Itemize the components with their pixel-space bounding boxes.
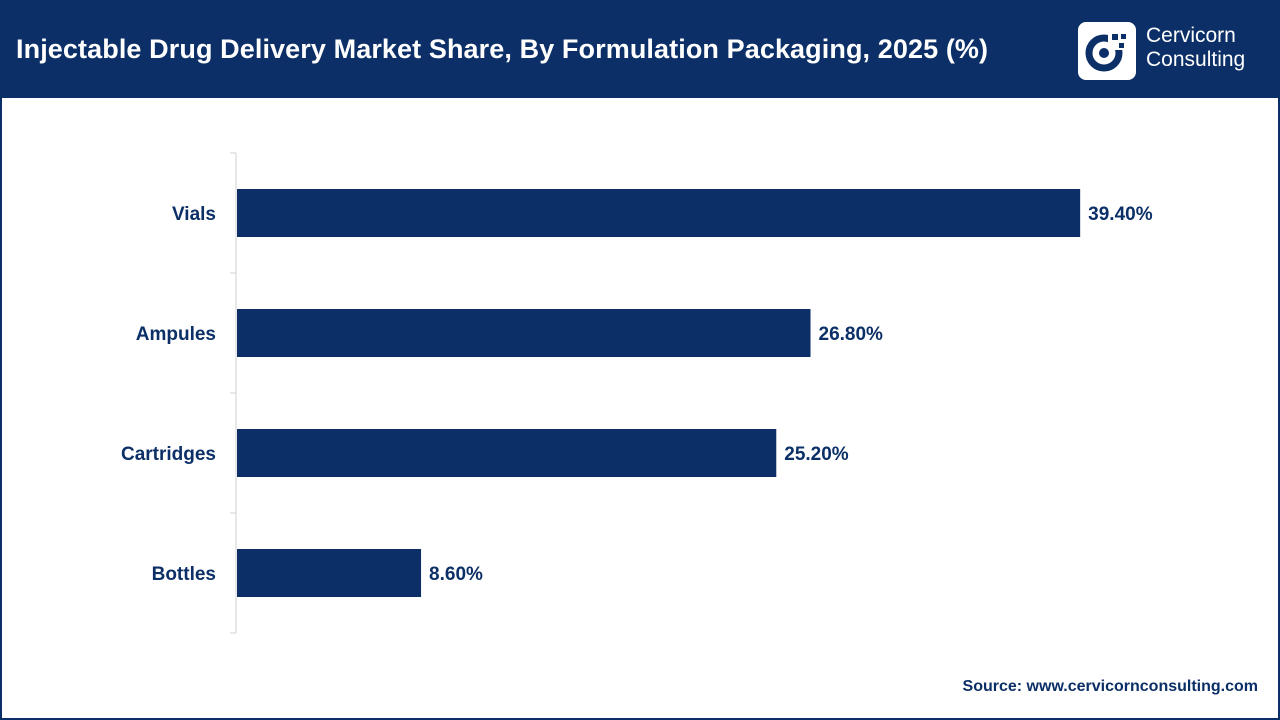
labels: Vials 39.40% Ampules 26.80% Cartridges 25.20%… bbox=[121, 204, 1153, 585]
category-label-cartridges: Cartridges bbox=[121, 444, 216, 465]
bar-cartridges bbox=[237, 429, 777, 477]
cervicorn-logo-icon bbox=[1078, 22, 1136, 80]
category-label-vials: Vials bbox=[172, 204, 216, 225]
brand-name: Cervicorn Consulting bbox=[1146, 24, 1245, 72]
brand-line-2: Consulting bbox=[1146, 48, 1246, 71]
header-bar: Injectable Drug Delivery Market Share, B… bbox=[2, 2, 1278, 98]
bar-bottles bbox=[237, 549, 422, 597]
category-label-ampules: Ampules bbox=[136, 324, 216, 345]
value-label-vials: 39.40% bbox=[1088, 204, 1153, 225]
bar-ampules bbox=[237, 309, 811, 357]
brand-line-1: Cervicorn bbox=[1146, 24, 1236, 47]
bars bbox=[237, 189, 1081, 597]
category-label-bottles: Bottles bbox=[152, 564, 216, 585]
value-label-bottles: 8.60% bbox=[429, 564, 483, 585]
value-label-cartridges: 25.20% bbox=[784, 444, 849, 465]
value-label-ampules: 26.80% bbox=[819, 324, 884, 345]
bar-chart: Vials 39.40% Ampules 26.80% Cartridges 25.20%… bbox=[121, 152, 1153, 634]
bar-vials bbox=[237, 189, 1081, 237]
source-note: Source: www.cervicornconsulting.com bbox=[962, 678, 1258, 695]
chart-title: Injectable Drug Delivery Market Share, B… bbox=[16, 34, 989, 64]
y-axis bbox=[230, 152, 237, 634]
